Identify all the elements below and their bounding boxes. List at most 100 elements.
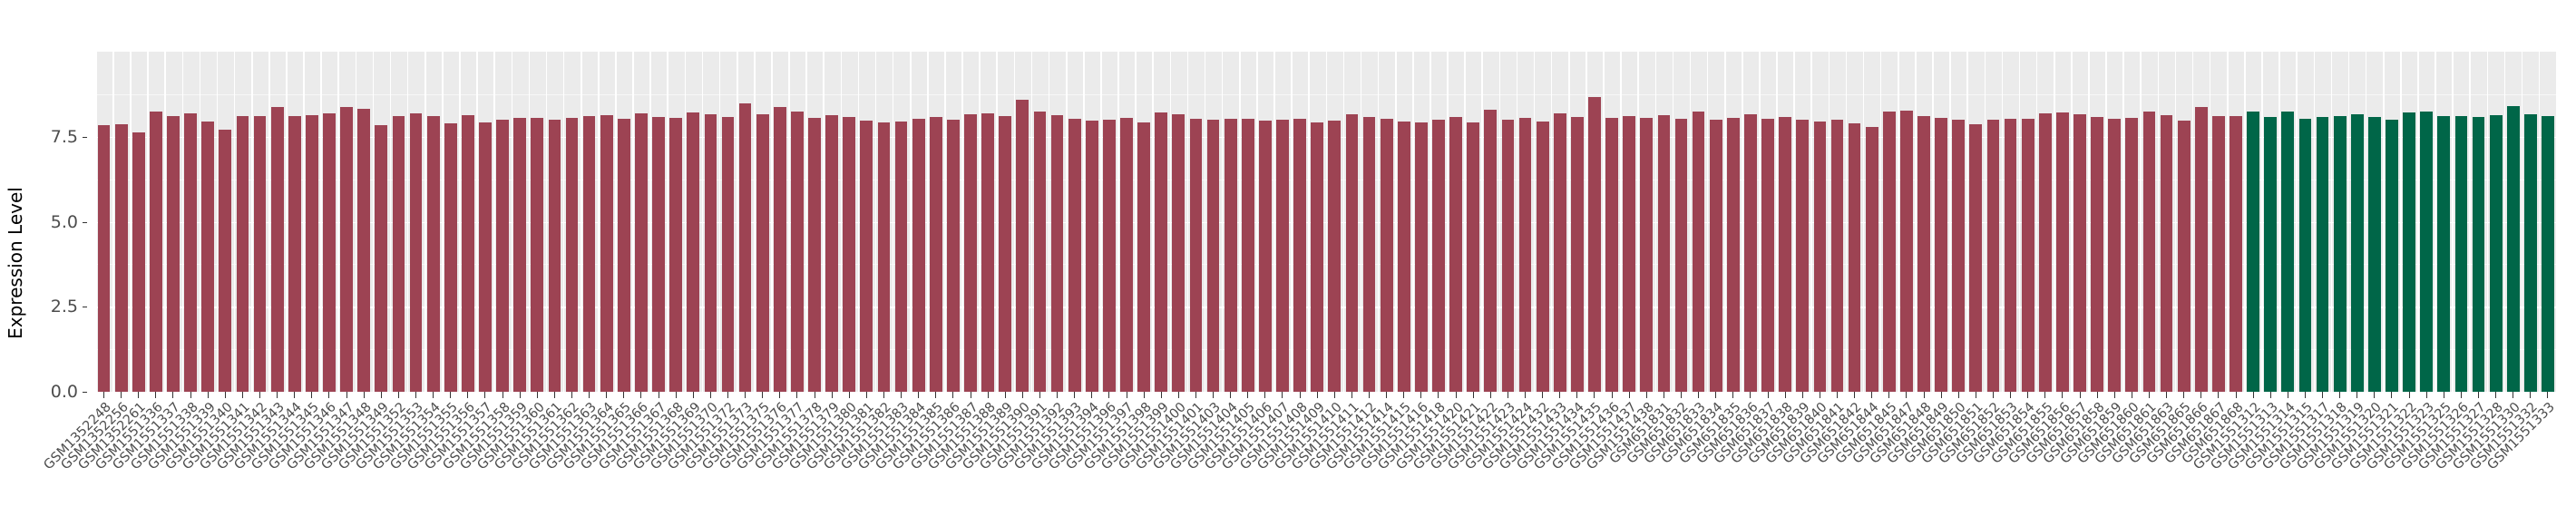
bar[interactable] [1623,115,1636,392]
bar[interactable] [1536,121,1549,392]
bar[interactable] [2350,114,2364,392]
bar[interactable] [1570,117,1584,392]
bar[interactable] [2194,107,2208,392]
bar[interactable] [1657,115,1671,392]
bar[interactable] [912,118,925,392]
bar[interactable] [426,115,440,392]
bar[interactable] [1276,120,1289,392]
bar[interactable] [305,115,318,392]
bar[interactable] [2437,116,2451,392]
bar[interactable] [253,116,267,392]
bar[interactable] [1189,118,1203,392]
bar[interactable] [1120,118,1133,392]
bar[interactable] [808,118,821,392]
bar[interactable] [1900,110,1913,392]
bar[interactable] [219,129,232,392]
bar[interactable] [323,113,336,392]
bar[interactable] [1016,99,1029,392]
bar[interactable] [97,124,111,392]
bar[interactable] [1311,122,1324,392]
bar[interactable] [1241,119,1254,392]
bar[interactable] [1068,118,1081,392]
bar[interactable] [2212,115,2225,392]
bar[interactable] [392,116,405,392]
bar[interactable] [1467,122,1480,392]
bar[interactable] [548,120,561,392]
bar[interactable] [565,118,579,392]
bar[interactable] [2247,112,2259,392]
bar[interactable] [461,114,474,392]
bar[interactable] [1848,122,1861,392]
bar[interactable] [2108,118,2122,392]
bar[interactable] [184,113,197,392]
bar[interactable] [1449,117,1462,392]
bar[interactable] [2542,115,2554,392]
bar[interactable] [1588,97,1601,392]
bar[interactable] [981,112,994,392]
bar[interactable] [1865,126,1878,392]
bar[interactable] [617,119,630,392]
bar[interactable] [444,122,457,392]
bar[interactable] [773,106,786,392]
bar[interactable] [2316,116,2329,392]
bar[interactable] [2177,121,2191,392]
bar[interactable] [1432,119,1445,392]
bar[interactable] [1155,112,1168,392]
bar[interactable] [201,121,215,392]
bar[interactable] [877,122,891,392]
bar[interactable] [340,107,353,392]
bar[interactable] [1224,118,1237,392]
bar[interactable] [409,112,423,392]
bar[interactable] [1605,118,1618,392]
bar[interactable] [375,125,388,392]
bar[interactable] [1085,121,1098,392]
bar[interactable] [1709,120,1722,392]
bar[interactable] [1882,111,1896,392]
bar[interactable] [1674,118,1688,392]
bar[interactable] [1986,120,2000,392]
bar[interactable] [1796,120,1810,392]
bar[interactable] [2056,112,2069,392]
bar[interactable] [2368,116,2381,392]
bar[interactable] [2333,115,2347,392]
bar[interactable] [2403,112,2415,392]
bar[interactable] [860,120,873,392]
bar[interactable] [2038,112,2052,392]
bar[interactable] [1397,121,1410,392]
bar[interactable] [2125,118,2139,392]
bar[interactable] [756,114,769,392]
bar[interactable] [357,108,371,392]
bar[interactable] [2230,116,2242,392]
bar[interactable] [1553,113,1566,392]
bar[interactable] [721,117,735,392]
bar[interactable] [1345,114,1359,392]
bar[interactable] [999,115,1012,392]
bar[interactable] [2264,117,2278,392]
bar[interactable] [2489,114,2503,392]
bar[interactable] [1050,114,1064,392]
bar[interactable] [704,114,717,392]
bar[interactable] [2386,120,2398,392]
bar[interactable] [2021,119,2034,392]
bar[interactable] [738,103,752,392]
bar[interactable] [791,112,804,392]
bar[interactable] [582,115,596,392]
bar[interactable] [2454,115,2468,392]
bar[interactable] [1969,123,1983,392]
bar[interactable] [1640,117,1654,392]
bar[interactable] [687,112,700,392]
bar[interactable] [1935,117,1948,392]
bar[interactable] [1761,118,1774,392]
bar[interactable] [1206,120,1220,392]
bar[interactable] [1293,119,1306,392]
bar[interactable] [947,119,960,392]
bar[interactable] [496,120,509,392]
bar[interactable] [2420,112,2434,392]
bar[interactable] [1172,114,1186,392]
bar[interactable] [843,117,856,392]
bar[interactable] [1744,113,1757,392]
bar[interactable] [825,115,839,392]
bar[interactable] [2073,113,2086,392]
bar[interactable] [1033,111,1047,392]
bar[interactable] [1380,119,1393,392]
